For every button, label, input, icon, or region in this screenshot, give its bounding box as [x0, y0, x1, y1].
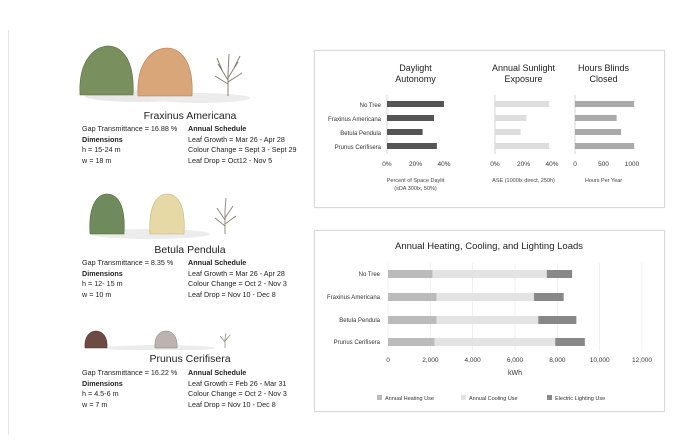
chart-title: Hours Blinds Closed — [578, 63, 630, 84]
tick-label: 1000 — [625, 161, 640, 168]
tree-name: Betula Pendula — [154, 244, 226, 256]
tick-label: 0 — [386, 357, 390, 364]
legend-swatch — [377, 395, 382, 400]
tree-dimensions: Gap Transmittance = 8.35 % Dimensions h … — [82, 258, 174, 299]
bar — [495, 143, 550, 149]
bar — [387, 143, 437, 149]
stacked-bar-segment — [388, 338, 435, 346]
betula-autumn-icon — [149, 193, 185, 235]
stacked-bar-segment — [436, 293, 535, 301]
legend-swatch — [461, 395, 466, 400]
tree-illustrations — [89, 193, 237, 239]
legend-swatch — [547, 395, 552, 400]
tick-label: 20% — [517, 161, 530, 168]
tree-name: Prunus Cerifisera — [149, 353, 231, 365]
page-edge-line — [8, 30, 9, 435]
axis-label: ASE (1000lx direct, 250h) — [492, 178, 555, 184]
bar — [495, 129, 521, 135]
tree-schedule: Annual Schedule Leaf Growth = Mar 26 - A… — [188, 258, 287, 299]
stacked-bar-segment — [538, 316, 577, 324]
tree-dimensions: Gap Transmittance = 16.22 % Dimensions h… — [82, 368, 178, 409]
axis-label: Hours Per Year — [585, 178, 622, 184]
category-label: Prunus Cerifisera — [334, 340, 381, 346]
tick-label: 4,000 — [465, 357, 482, 364]
bar — [387, 129, 423, 135]
stacked-bar-segment — [388, 270, 433, 278]
stacked-bar-segment — [434, 338, 556, 346]
category-label: No Tree — [359, 272, 381, 278]
betula-summer-icon — [89, 193, 125, 235]
bar — [387, 101, 444, 107]
daylight-charts-svg: Daylight Autonomy No Tree Fraxinus American… — [328, 63, 640, 192]
legend-label: Annual Cooling Use — [469, 396, 518, 402]
axis-label: Percent of Space Daylit — [387, 178, 445, 184]
tree-section-prunus: Prunus Cerifisera Gap Transmittance = 16… — [70, 328, 310, 438]
fraxinus-winter-icon — [214, 53, 243, 96]
category-label: Fraxinus Americana — [328, 117, 382, 123]
stacked-bar-segment — [546, 270, 573, 278]
tick-label: 20% — [409, 161, 422, 168]
prunus-summer-icon — [84, 330, 108, 349]
tick-label: 500 — [598, 161, 609, 168]
fraxinus-summer-icon — [79, 45, 134, 96]
category-label: Prunus Cerifisera — [335, 145, 382, 151]
tick-label: 40% — [545, 161, 558, 168]
tree-schedule: Annual Schedule Leaf Growth = Feb 26 - M… — [188, 368, 287, 409]
bar — [575, 101, 635, 107]
prunus-autumn-icon — [154, 330, 178, 349]
category-label: No Tree — [360, 103, 382, 109]
stacked-bar-segment — [555, 338, 585, 346]
category-label: Fraxinus Americana — [327, 295, 381, 301]
bar — [575, 129, 622, 135]
tree-illustrations — [79, 45, 250, 103]
tree-illustrations — [84, 330, 231, 350]
legend-label: Annual Heating Use — [385, 396, 434, 402]
legend-label: Electric Lighting Use — [555, 396, 605, 402]
category-label: Betula Pendula — [340, 131, 381, 137]
fraxinus-autumn-icon — [137, 47, 193, 97]
energy-loads-svg: Annual Heating, Cooling, and Lighting Lo… — [327, 241, 652, 402]
tick-label: 2,000 — [422, 357, 439, 364]
bar — [495, 101, 550, 107]
daylight-charts-panel: Daylight Autonomy No Tree Fraxinus American… — [314, 50, 665, 208]
stacked-bar-segment — [436, 316, 539, 324]
stacked-bar-segment — [432, 270, 547, 278]
tick-label: 6,000 — [507, 357, 524, 364]
tree-name: Fraxinus Americana — [143, 110, 237, 122]
tick-label: 8,000 — [549, 357, 566, 364]
tick-label: 12,000 — [632, 357, 652, 364]
tree-section-betula: Betula Pendula Gap Transmittance = 8.35 … — [70, 190, 310, 310]
tick-label: 0 — [573, 161, 577, 168]
tree-section-fraxinus: Fraxinus Americana Gap Transmittance = 1… — [70, 40, 310, 170]
energy-loads-panel: Annual Heating, Cooling, and Lighting Lo… — [314, 230, 665, 412]
stacked-bar-segment — [534, 293, 564, 301]
category-label: Betula Pendula — [339, 318, 380, 324]
tree-schedule: Annual Schedule Leaf Growth = Mar 26 - A… — [188, 124, 297, 165]
chart-title: Annual Sunlight Exposure — [492, 63, 556, 84]
tick-label: 0% — [382, 161, 392, 168]
betula-winter-icon — [214, 197, 237, 234]
stacked-bar-segment — [388, 316, 437, 324]
axis-label: kWh — [508, 370, 522, 377]
bar — [387, 115, 435, 121]
chart-title: Daylight Autonomy — [395, 63, 436, 84]
tick-label: 10,000 — [590, 357, 610, 364]
tick-label: 0% — [490, 161, 500, 168]
chart-title: Annual Heating, Cooling, and Lighting Lo… — [395, 241, 583, 252]
bar — [575, 143, 635, 149]
axis-label: (sDA 300lx, 50%) — [394, 186, 437, 192]
tree-dimensions: Gap Transmittance = 16.88 % Dimensions h… — [82, 124, 178, 165]
prunus-winter-icon — [219, 332, 231, 348]
bar — [575, 115, 617, 121]
bar — [495, 115, 527, 121]
tick-label: 40% — [437, 161, 450, 168]
stacked-bar-segment — [388, 293, 437, 301]
